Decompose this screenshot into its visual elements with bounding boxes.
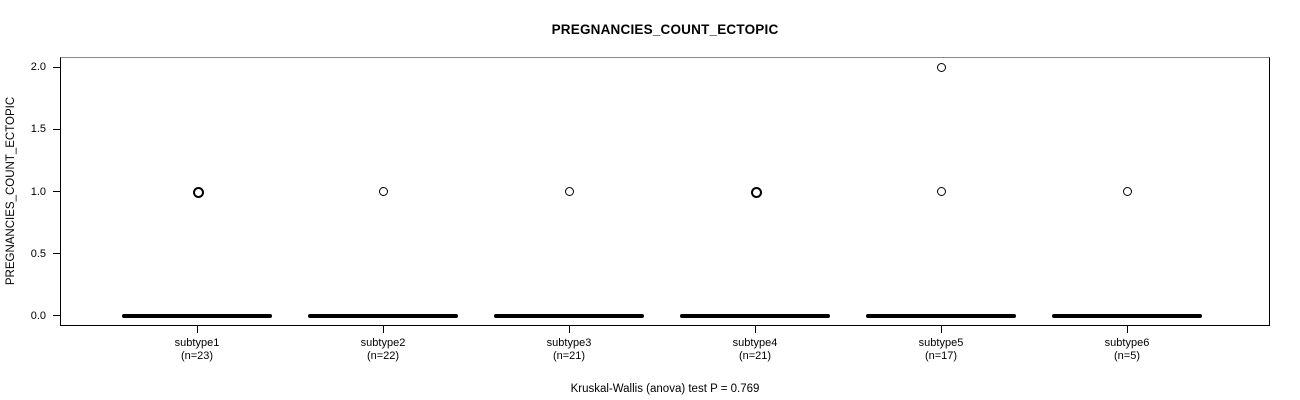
y-tick: [53, 315, 60, 317]
x-n-label: (n=17): [924, 350, 958, 362]
x-n-label: (n=5): [1114, 350, 1140, 362]
y-tick-label: 2.0: [30, 61, 46, 74]
x-tick: [754, 326, 756, 333]
box-median-bar: [308, 313, 458, 318]
x-tick: [940, 326, 942, 333]
chart-title: PREGNANCIES_COUNT_ECTOPIC: [551, 22, 779, 37]
x-category-label: subtype5: [918, 337, 964, 349]
x-n-label: (n=21): [552, 350, 586, 362]
y-tick-label: 0.0: [30, 309, 46, 322]
stat-test-caption: Kruskal-Wallis (anova) test P = 0.769: [570, 383, 760, 395]
outlier-point: [1122, 187, 1132, 196]
y-tick-label: 0.5: [30, 247, 46, 260]
y-tick: [53, 191, 60, 192]
x-category-label: subtype2: [360, 337, 406, 349]
x-tick: [196, 326, 198, 333]
y-tick: [53, 66, 60, 68]
box-median-bar: [680, 313, 830, 318]
outlier-point: [192, 187, 204, 198]
x-category-label: subtype3: [546, 337, 592, 349]
y-tick-label: 1.0: [30, 185, 46, 198]
x-category-label: subtype6: [1104, 337, 1150, 349]
x-category-label: subtype4: [732, 337, 778, 349]
x-n-label: (n=21): [738, 350, 772, 362]
box-median-bar: [866, 313, 1016, 318]
x-category-label: subtype1: [174, 337, 220, 349]
y-tick: [53, 253, 60, 255]
outlier-point: [936, 187, 946, 196]
outlier-point: [750, 187, 762, 198]
outlier-point: [378, 187, 388, 196]
box-median-bar: [122, 313, 272, 318]
x-tick: [568, 326, 570, 333]
outlier-point: [936, 62, 946, 72]
x-n-label: (n=22): [366, 350, 400, 362]
box-median-bar: [494, 313, 644, 318]
outlier-point: [564, 187, 574, 196]
x-tick: [382, 326, 384, 333]
y-tick-label: 1.5: [30, 123, 46, 136]
x-tick: [1126, 326, 1128, 333]
y-tick: [53, 128, 60, 130]
plot-area: [60, 57, 1270, 326]
box-median-bar: [1052, 313, 1202, 318]
x-n-label: (n=23): [180, 350, 214, 362]
